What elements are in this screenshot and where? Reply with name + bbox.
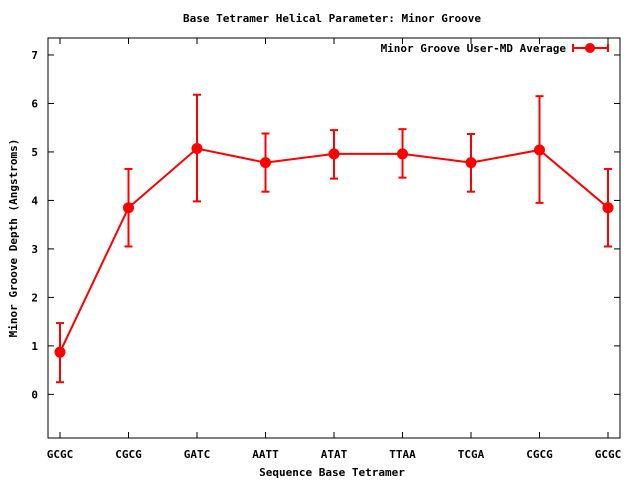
y-tick-label: 2	[31, 291, 38, 304]
x-axis-ticks: GCGC CGCG GATC AATT ATAT TTAA TCGA CGCG GCGC	[47, 38, 622, 461]
x-tick-label: TCGA	[458, 448, 485, 461]
y-tick-label: 7	[31, 49, 38, 62]
data-point	[397, 148, 408, 160]
y-tick-label: 3	[31, 243, 38, 256]
y-tick-label: 0	[31, 388, 38, 401]
x-tick-label: GCGC	[595, 448, 622, 461]
x-tick-label: GCGC	[47, 448, 74, 461]
data-point	[602, 202, 614, 214]
y-axis-ticks: 0 1 2 3 4 5 6 7	[31, 49, 620, 401]
data-point	[123, 202, 134, 214]
y-tick-label: 1	[31, 340, 38, 353]
y-tick-label: 4	[31, 194, 38, 207]
x-tick-label: ATAT	[321, 448, 348, 461]
data-point	[54, 346, 66, 358]
y-axis-label: Minor Groove Depth (Angstroms)	[7, 139, 20, 338]
legend: Minor Groove User-MD Average	[381, 42, 609, 55]
x-tick-label: AATT	[252, 448, 279, 461]
data-point	[191, 143, 203, 155]
legend-label: Minor Groove User-MD Average	[381, 42, 567, 55]
y-tick-label: 5	[31, 146, 38, 159]
data-point	[534, 144, 545, 156]
y-tick-label: 6	[31, 97, 38, 110]
series-layer	[54, 93, 614, 384]
x-axis-label: Sequence Base Tetramer	[259, 466, 405, 479]
chart-title: Base Tetramer Helical Parameter: Minor G…	[183, 12, 481, 25]
x-tick-label: TTAA	[389, 448, 416, 461]
data-point	[260, 157, 271, 169]
data-point	[465, 157, 477, 169]
x-tick-label: CGCG	[115, 448, 142, 461]
x-tick-label: GATC	[184, 448, 211, 461]
legend-marker	[585, 43, 595, 53]
data-point	[328, 148, 340, 160]
x-tick-label: CGCG	[526, 448, 553, 461]
plot-frame	[47, 37, 621, 439]
